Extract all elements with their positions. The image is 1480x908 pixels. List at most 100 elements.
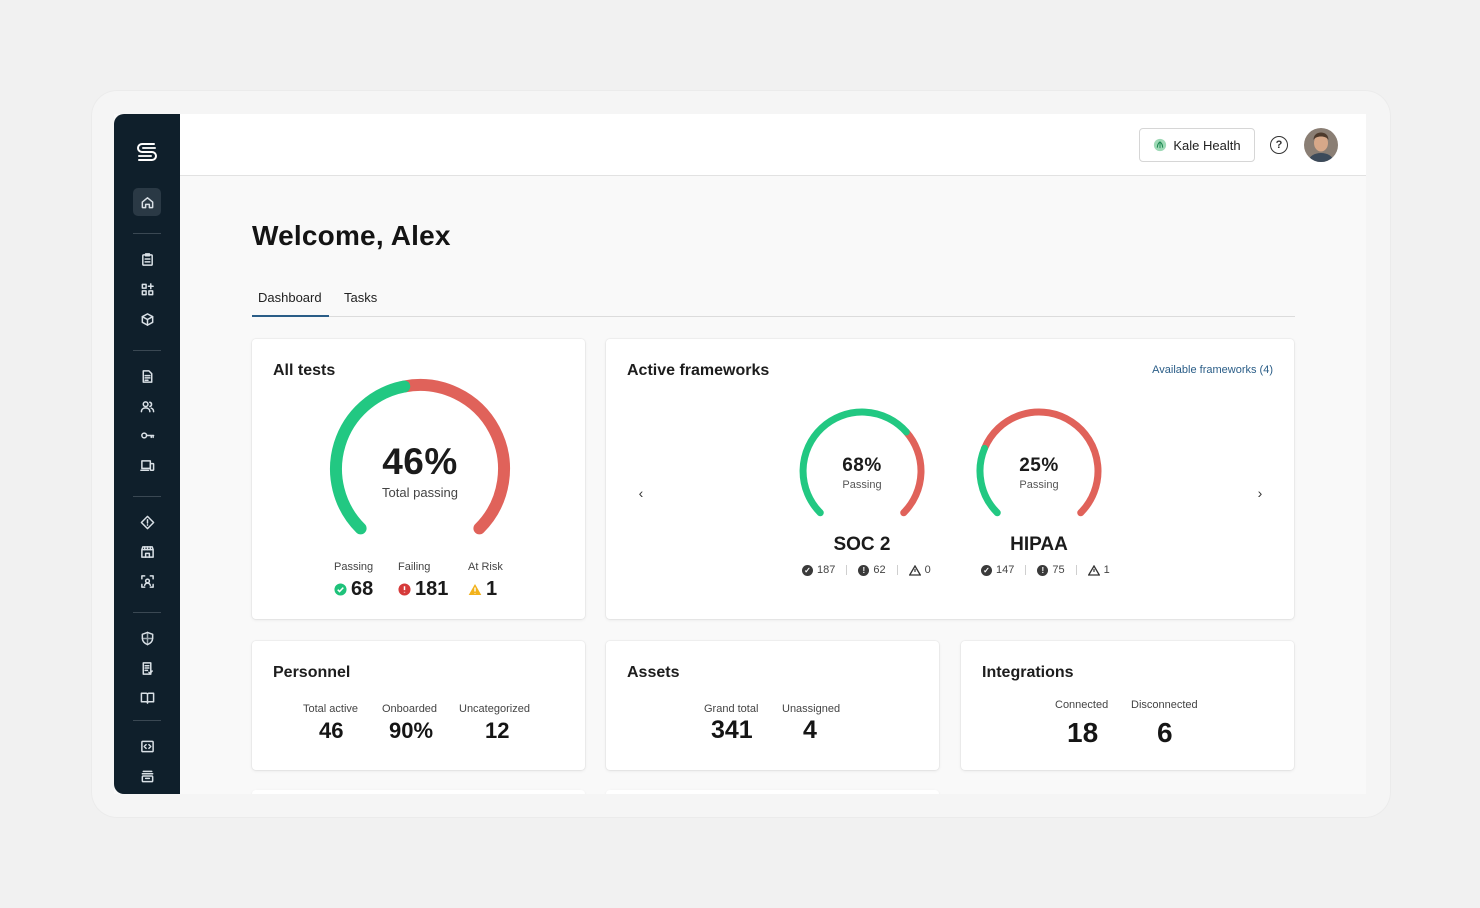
at-risk-label: At Risk [468, 561, 503, 573]
tab-dashboard[interactable]: Dashboard [258, 290, 322, 305]
gauge-pass-arc [330, 380, 411, 535]
nav-policy-icon[interactable] [136, 657, 158, 679]
soc2-subtitle: Passing [842, 479, 882, 491]
soc2-failing: 62 [873, 564, 886, 576]
warning-triangle-icon [468, 584, 482, 595]
alert-circle-icon [398, 583, 411, 596]
nav-cube-icon[interactable] [136, 308, 158, 330]
framework-soc2[interactable]: 68% Passing SOC 2 ✓ 187 ! 62 0 [796, 405, 931, 585]
gauge-fail-arc [980, 408, 1102, 517]
passing-value: 68 [351, 578, 374, 600]
connected-value: 18 [1067, 717, 1099, 748]
chevron-left-icon[interactable]: ‹ [638, 485, 644, 501]
available-frameworks-link[interactable]: Available frameworks (4) [1152, 364, 1273, 376]
disconnected-value: 6 [1157, 717, 1173, 748]
active-frameworks-card: Active frameworks Available frameworks (… [606, 339, 1294, 619]
framework-hipaa[interactable]: 25% Passing HIPAA ✓ 147 ! 75 1 [973, 405, 1110, 585]
soc2-name: SOC 2 [833, 534, 891, 555]
soc2-at-risk: 0 [924, 564, 931, 576]
assets-card[interactable]: Assets Grand total 341 Unassigned 4 [606, 641, 939, 770]
unassigned-value: 4 [803, 716, 817, 744]
top-bar: Kale Health ? [180, 114, 1366, 176]
alert-circle-icon: ! [1037, 564, 1049, 576]
failing-label: Failing [398, 561, 431, 573]
nav-people-icon[interactable] [136, 395, 158, 417]
help-icon-glyph: ? [1275, 139, 1283, 151]
warning-triangle-icon [1087, 564, 1100, 576]
failing-stat[interactable]: 181 [398, 578, 448, 601]
card-title: Active frameworks [627, 362, 770, 379]
hipaa-mini-stats: ✓ 147 ! 75 1 [981, 564, 1110, 576]
gauge-center: 46% Total passing [370, 441, 470, 500]
nav-home-icon[interactable] [133, 188, 161, 216]
hipaa-subtitle: Passing [1019, 479, 1059, 491]
nav-grid-icon[interactable] [136, 278, 158, 300]
disconnected-label: Disconnected [1131, 699, 1198, 711]
gauge-pass-arc [799, 408, 910, 517]
all-tests-card[interactable]: All tests 46% Total passing Passing Fail… [252, 339, 585, 619]
soc2-gauge [799, 408, 925, 517]
gauge-pass-arc [976, 444, 1001, 517]
passing-stat[interactable]: 68 [334, 578, 373, 601]
soc2-passing: 187 [817, 564, 836, 576]
hipaa-gauge [976, 408, 1102, 517]
chevron-right-icon[interactable]: › [1257, 485, 1263, 501]
grand-total-label: Grand total [704, 703, 759, 715]
sidebar [114, 114, 180, 794]
divider [846, 565, 848, 575]
nav-devices-icon[interactable] [136, 454, 158, 476]
unassigned-label: Unassigned [782, 703, 841, 715]
organization-name: Kale Health [1173, 137, 1241, 153]
gauge-center: 68% Passing [812, 455, 912, 491]
card-title: Assets [627, 664, 680, 681]
tab-bar: Dashboard Tasks [252, 284, 1295, 317]
nav-divider [133, 233, 161, 234]
page-title: Welcome, Alex [252, 220, 451, 251]
nav-divider [133, 350, 161, 351]
nav-archive-icon[interactable] [136, 765, 158, 787]
nav-shield-icon[interactable] [136, 627, 158, 649]
tab-active-indicator [252, 315, 329, 317]
at-risk-value: 1 [486, 578, 498, 600]
divider [1075, 565, 1077, 575]
integrations-card[interactable]: Integrations Connected 18 Disconnected 6 [961, 641, 1294, 770]
tab-tasks[interactable]: Tasks [344, 290, 378, 305]
nav-document-icon[interactable] [136, 365, 158, 387]
hipaa-name: HIPAA [1010, 534, 1068, 555]
uncategorized-label: Uncategorized [459, 703, 530, 715]
personnel-card[interactable]: Personnel Total active 46 Onboarded 90% … [252, 641, 585, 770]
alert-circle-icon: ! [858, 564, 870, 576]
hipaa-at-risk: 1 [1103, 564, 1110, 576]
at-risk-stat[interactable]: 1 [468, 578, 497, 601]
gauge-fail-arc [398, 379, 510, 535]
nav-code-icon[interactable] [136, 735, 158, 757]
card-peek [606, 790, 939, 794]
card-peek [252, 790, 585, 794]
passing-label: Passing [334, 561, 374, 573]
nav-store-icon[interactable] [136, 540, 158, 562]
warning-triangle-icon [908, 564, 921, 576]
connected-label: Connected [1055, 699, 1109, 711]
nav-scan-icon[interactable] [136, 570, 158, 592]
check-circle-icon [334, 583, 347, 596]
divider [896, 565, 898, 575]
hipaa-passing: 147 [996, 564, 1015, 576]
organization-switcher-button[interactable]: Kale Health [1139, 128, 1255, 162]
card-title: All tests [273, 362, 336, 379]
check-circle-icon: ✓ [802, 564, 813, 576]
nav-diamond-icon[interactable] [136, 511, 158, 533]
soc2-mini-stats: ✓ 187 ! 62 0 [802, 564, 931, 576]
help-icon[interactable]: ? [1270, 136, 1288, 154]
hipaa-percent: 25% [1019, 455, 1059, 476]
onboarded-label: Onboarded [382, 703, 438, 715]
nav-book-icon[interactable] [136, 686, 158, 708]
nav-divider [133, 496, 161, 497]
divider [1025, 565, 1027, 575]
nav-clipboard-icon[interactable] [136, 248, 158, 270]
gauge-fail-arc [900, 428, 925, 517]
avatar[interactable] [1304, 128, 1338, 162]
card-title: Personnel [273, 664, 351, 681]
nav-key-icon[interactable] [136, 424, 158, 446]
nav-divider [133, 612, 161, 613]
all-tests-subtitle: Total passing [382, 485, 458, 500]
